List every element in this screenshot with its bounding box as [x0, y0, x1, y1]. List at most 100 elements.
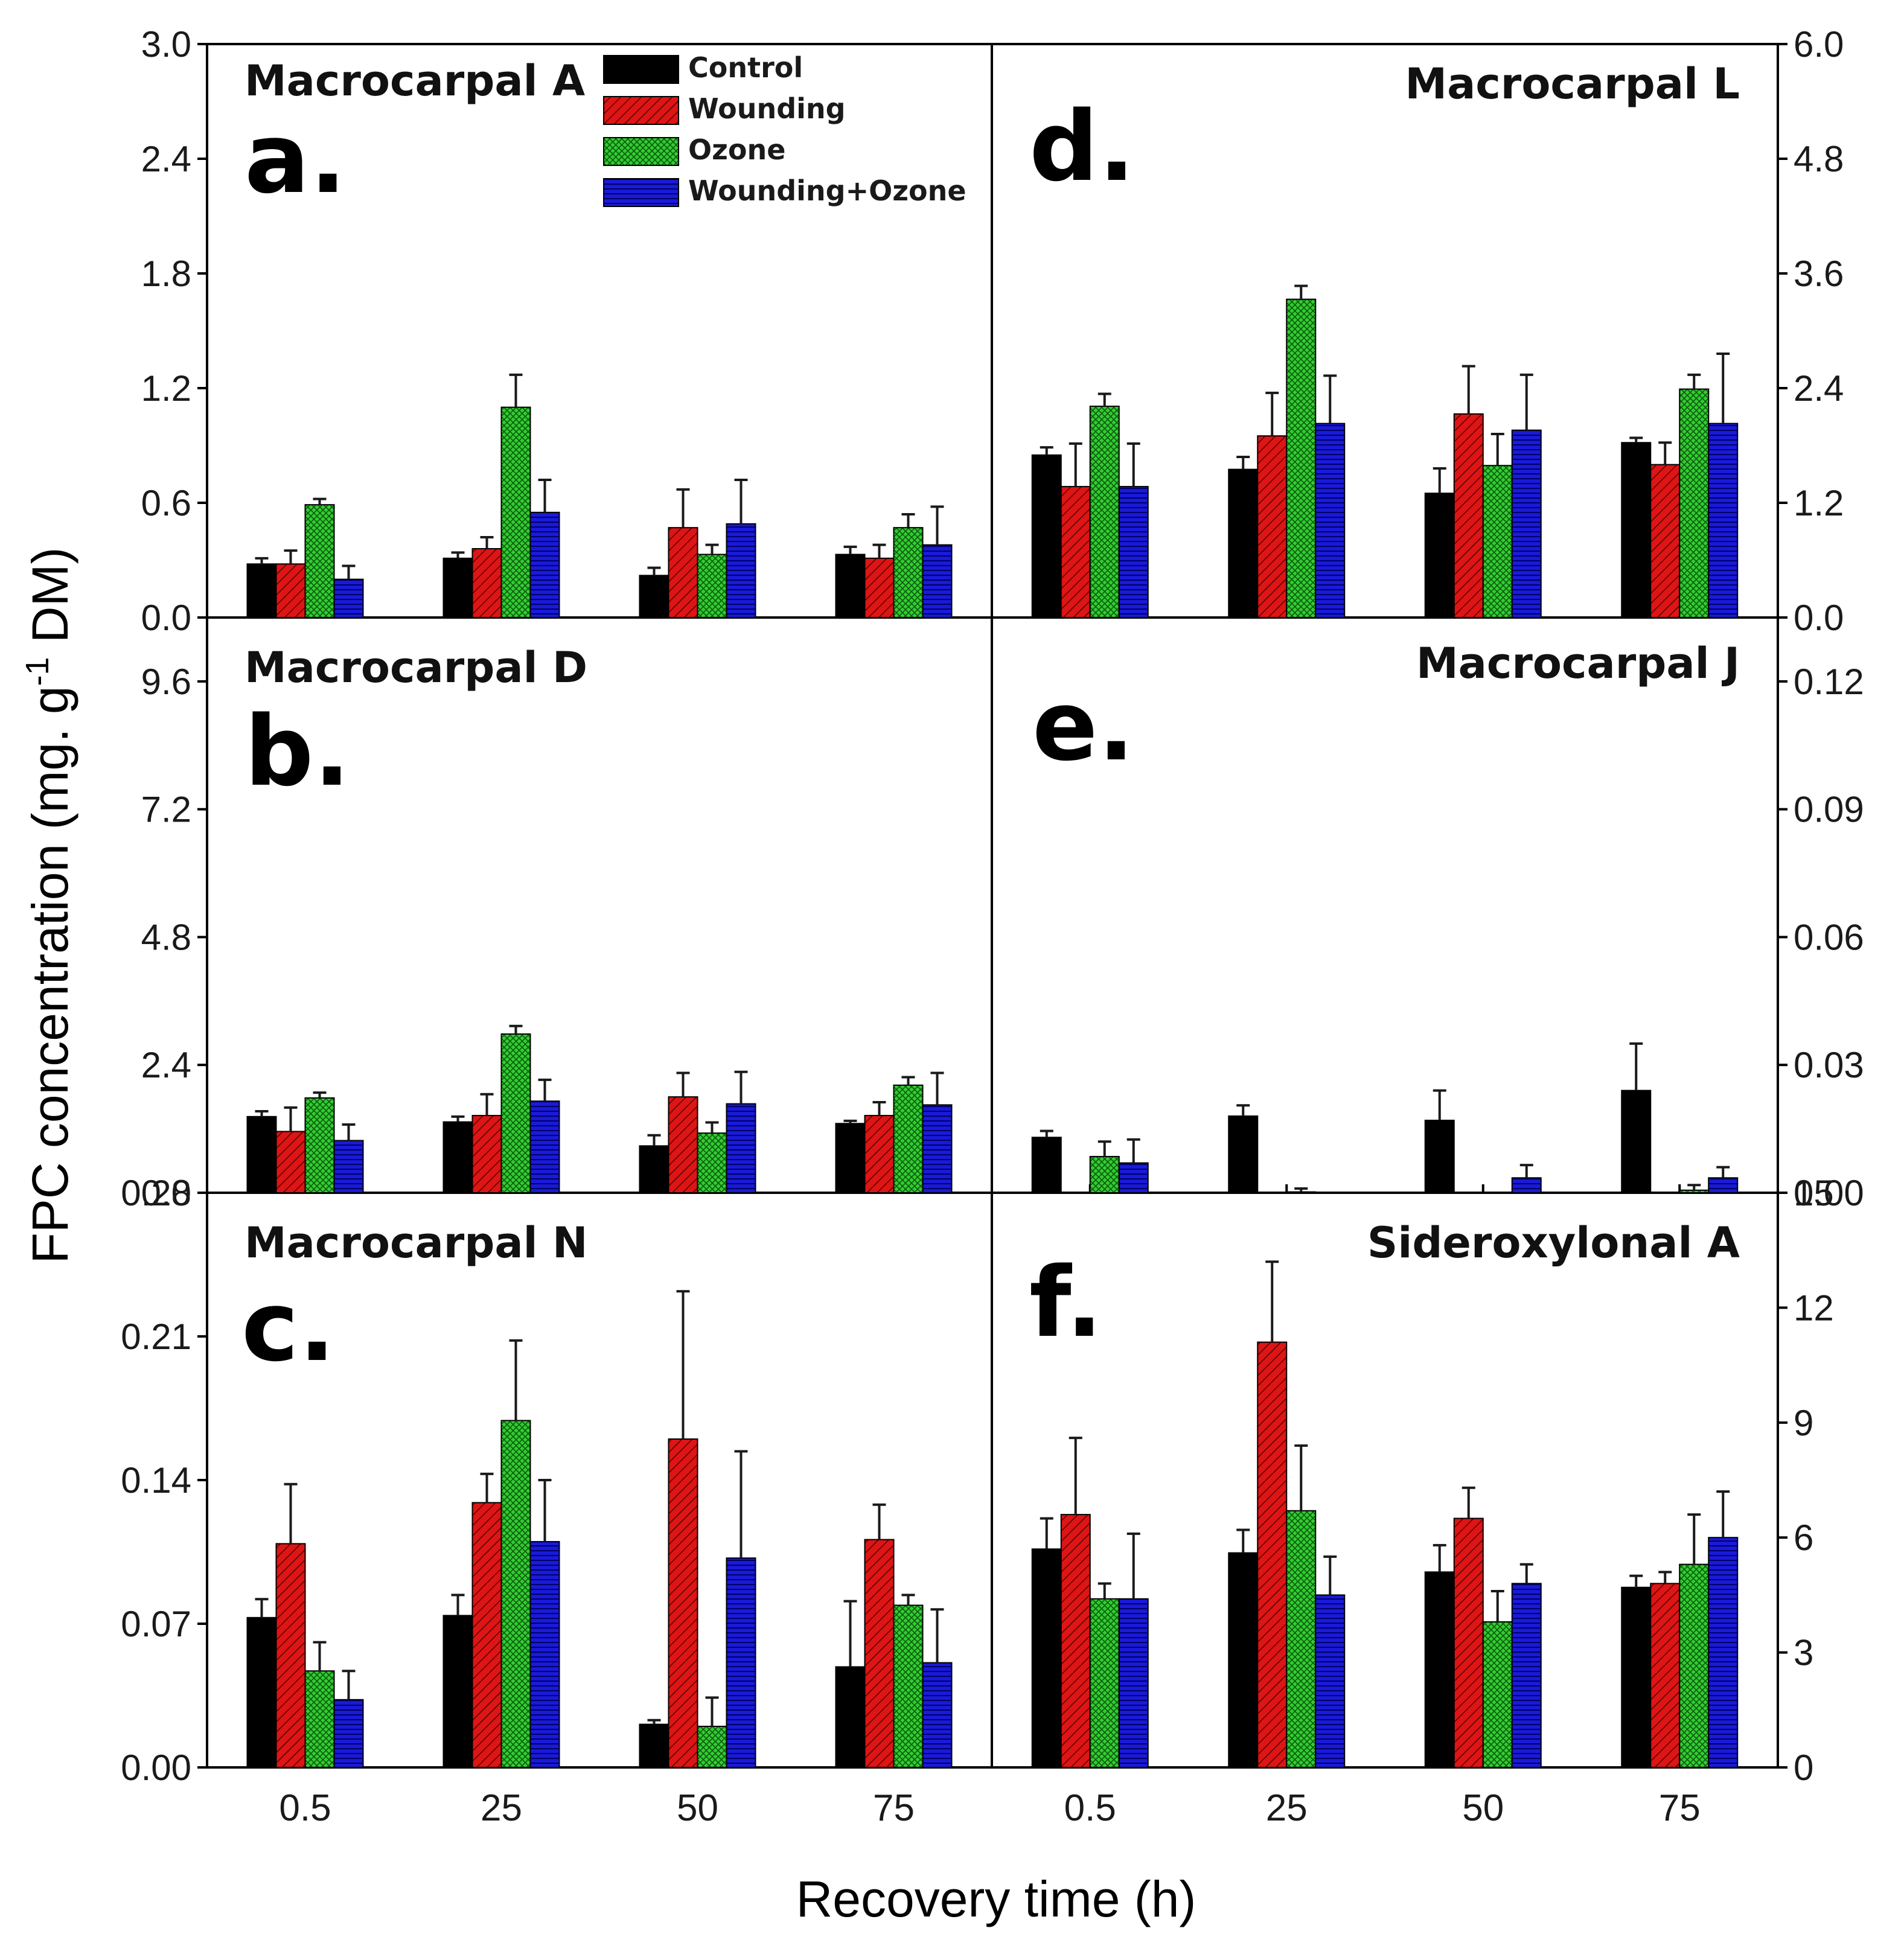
bar-b-ozone-0	[304, 1097, 335, 1194]
bar-c-ozone-2	[697, 1726, 727, 1768]
bar-d-ozone-3	[1679, 388, 1710, 618]
bar-c-control-1	[442, 1615, 473, 1768]
error-bar-a-ozone-0	[313, 497, 327, 505]
bar-b-wounding-ozone-0	[333, 1140, 364, 1193]
error-bar-e-wounding-ozone-2	[1519, 1164, 1533, 1178]
error-bar-b-wounding-ozone-1	[538, 1078, 552, 1102]
bar-c-ozone-1	[500, 1420, 531, 1768]
panel-title-c: Macrocarpal N	[244, 1218, 588, 1268]
bar-a-ozone-0	[304, 504, 335, 619]
bar-e-ozone-1	[1286, 1191, 1317, 1193]
panel-title-a: Macrocarpal A	[244, 56, 585, 106]
bar-d-control-0	[1031, 454, 1062, 618]
error-bar-c-control-3	[843, 1600, 857, 1667]
error-bar-f-ozone-3	[1687, 1513, 1701, 1565]
bar-f-ozone-3	[1679, 1563, 1710, 1769]
bar-d-wounding-ozone-1	[1315, 423, 1346, 618]
error-bar-c-wounding-3	[872, 1503, 886, 1540]
error-bar-c-wounding-ozone-2	[734, 1450, 748, 1559]
bar-e-wounding-ozone-0	[1118, 1162, 1149, 1194]
error-bar-d-wounding-ozone-2	[1519, 373, 1533, 430]
y-tick-label-a-0: 0.0	[141, 598, 191, 638]
error-bar-d-wounding-3	[1658, 441, 1672, 465]
y-tick-label-c-2: 0.14	[121, 1460, 191, 1501]
bar-c-wounding-ozone-2	[726, 1557, 756, 1768]
panel-letter-f: f.	[1029, 1246, 1103, 1359]
error-bar-c-ozone-2	[705, 1696, 719, 1726]
error-bar-f-wounding-1	[1265, 1260, 1279, 1342]
panel-letter-d: d.	[1029, 90, 1135, 203]
error-bar-c-control-1	[451, 1594, 465, 1616]
x-tick-label-f-3: 75	[1659, 1787, 1701, 1829]
error-bar-c-control-0	[255, 1598, 269, 1618]
bar-a-wounding-ozone-2	[726, 523, 756, 618]
error-bar-c-control-2	[647, 1719, 661, 1725]
y-tick-label-e-2: 0.06	[1794, 917, 1864, 957]
panel-letter-c: c.	[241, 1270, 336, 1383]
bar-b-ozone-3	[893, 1084, 924, 1193]
bar-d-wounding-2	[1453, 413, 1484, 618]
bar-f-control-1	[1228, 1552, 1259, 1768]
bar-a-wounding-0	[275, 563, 306, 618]
error-bar-b-ozone-1	[509, 1024, 523, 1035]
error-bar-a-wounding-ozone-2	[734, 479, 748, 524]
bar-a-control-3	[835, 554, 866, 618]
panel-letter-a: a.	[244, 102, 347, 215]
error-bar-d-wounding-ozone-0	[1126, 442, 1140, 487]
error-bar-b-ozone-0	[313, 1091, 327, 1098]
bar-f-control-0	[1031, 1548, 1062, 1768]
bar-b-wounding-0	[275, 1131, 306, 1194]
error-bar-a-wounding-2	[676, 488, 690, 528]
bar-c-ozone-3	[893, 1604, 924, 1768]
y-tick-label-d-5: 6.0	[1794, 24, 1844, 65]
bar-f-ozone-2	[1482, 1621, 1513, 1768]
error-bar-b-wounding-ozone-3	[930, 1071, 944, 1105]
error-bar-e-ozone-3	[1687, 1184, 1701, 1190]
y-tick-label-a-4: 2.4	[141, 139, 191, 179]
y-tick-label-f-0: 0	[1794, 1747, 1813, 1788]
bar-a-control-2	[639, 575, 669, 618]
bar-d-control-2	[1424, 493, 1455, 619]
y-tick-label-e-1: 0.03	[1794, 1045, 1864, 1085]
bar-a-wounding-2	[668, 527, 698, 619]
legend-swatch-wounding-ozone	[603, 178, 679, 207]
error-bar-b-wounding-1	[480, 1093, 494, 1116]
bar-e-ozone-0	[1089, 1155, 1120, 1194]
bar-c-wounding-3	[864, 1539, 895, 1769]
bar-f-control-3	[1621, 1586, 1652, 1769]
error-bar-e-wounding-ozone-0	[1126, 1138, 1140, 1163]
bar-b-ozone-2	[697, 1132, 727, 1194]
x-tick-label-c-1: 25	[481, 1787, 522, 1829]
panel-title-b: Macrocarpal D	[244, 643, 587, 692]
error-bar-f-control-3	[1629, 1574, 1643, 1588]
error-bar-f-ozone-0	[1097, 1582, 1111, 1599]
panel-title-f: Sideroxylonal A	[1367, 1218, 1740, 1268]
bar-c-wounding-2	[668, 1438, 698, 1768]
y-tick-label-c-0: 0.00	[121, 1747, 191, 1788]
y-tick-label-c-1: 0.07	[121, 1604, 191, 1644]
x-tick-label-f-2: 50	[1462, 1787, 1504, 1829]
error-bar-d-control-1	[1236, 456, 1250, 470]
error-bar-d-wounding-ozone-1	[1323, 374, 1337, 424]
error-bar-f-wounding-ozone-0	[1126, 1532, 1140, 1599]
bar-d-wounding-0	[1060, 486, 1091, 618]
error-bar-d-ozone-1	[1294, 284, 1308, 299]
error-bar-b-wounding-ozone-2	[734, 1070, 748, 1104]
bar-b-control-2	[639, 1145, 669, 1193]
y-tick-label-b-4: 9.6	[141, 662, 191, 702]
bar-f-wounding-ozone-2	[1511, 1583, 1542, 1769]
y-tick-label-d-1: 1.2	[1794, 483, 1844, 523]
error-bar-f-control-2	[1433, 1543, 1446, 1572]
error-bar-c-wounding-ozone-3	[930, 1608, 944, 1663]
bar-f-wounding-1	[1257, 1341, 1288, 1768]
bar-a-ozone-2	[697, 554, 727, 618]
x-axis-title: Recovery time (h)	[796, 1871, 1196, 1927]
bar-a-ozone-3	[893, 527, 924, 619]
panel-title-d: Macrocarpal L	[1405, 59, 1740, 109]
y-tick-label-d-4: 4.8	[1794, 139, 1844, 179]
error-bar-f-ozone-1	[1294, 1444, 1308, 1511]
error-bar-d-wounding-2	[1462, 365, 1475, 414]
error-bar-d-control-0	[1040, 446, 1053, 455]
bar-f-wounding-ozone-0	[1118, 1598, 1149, 1768]
